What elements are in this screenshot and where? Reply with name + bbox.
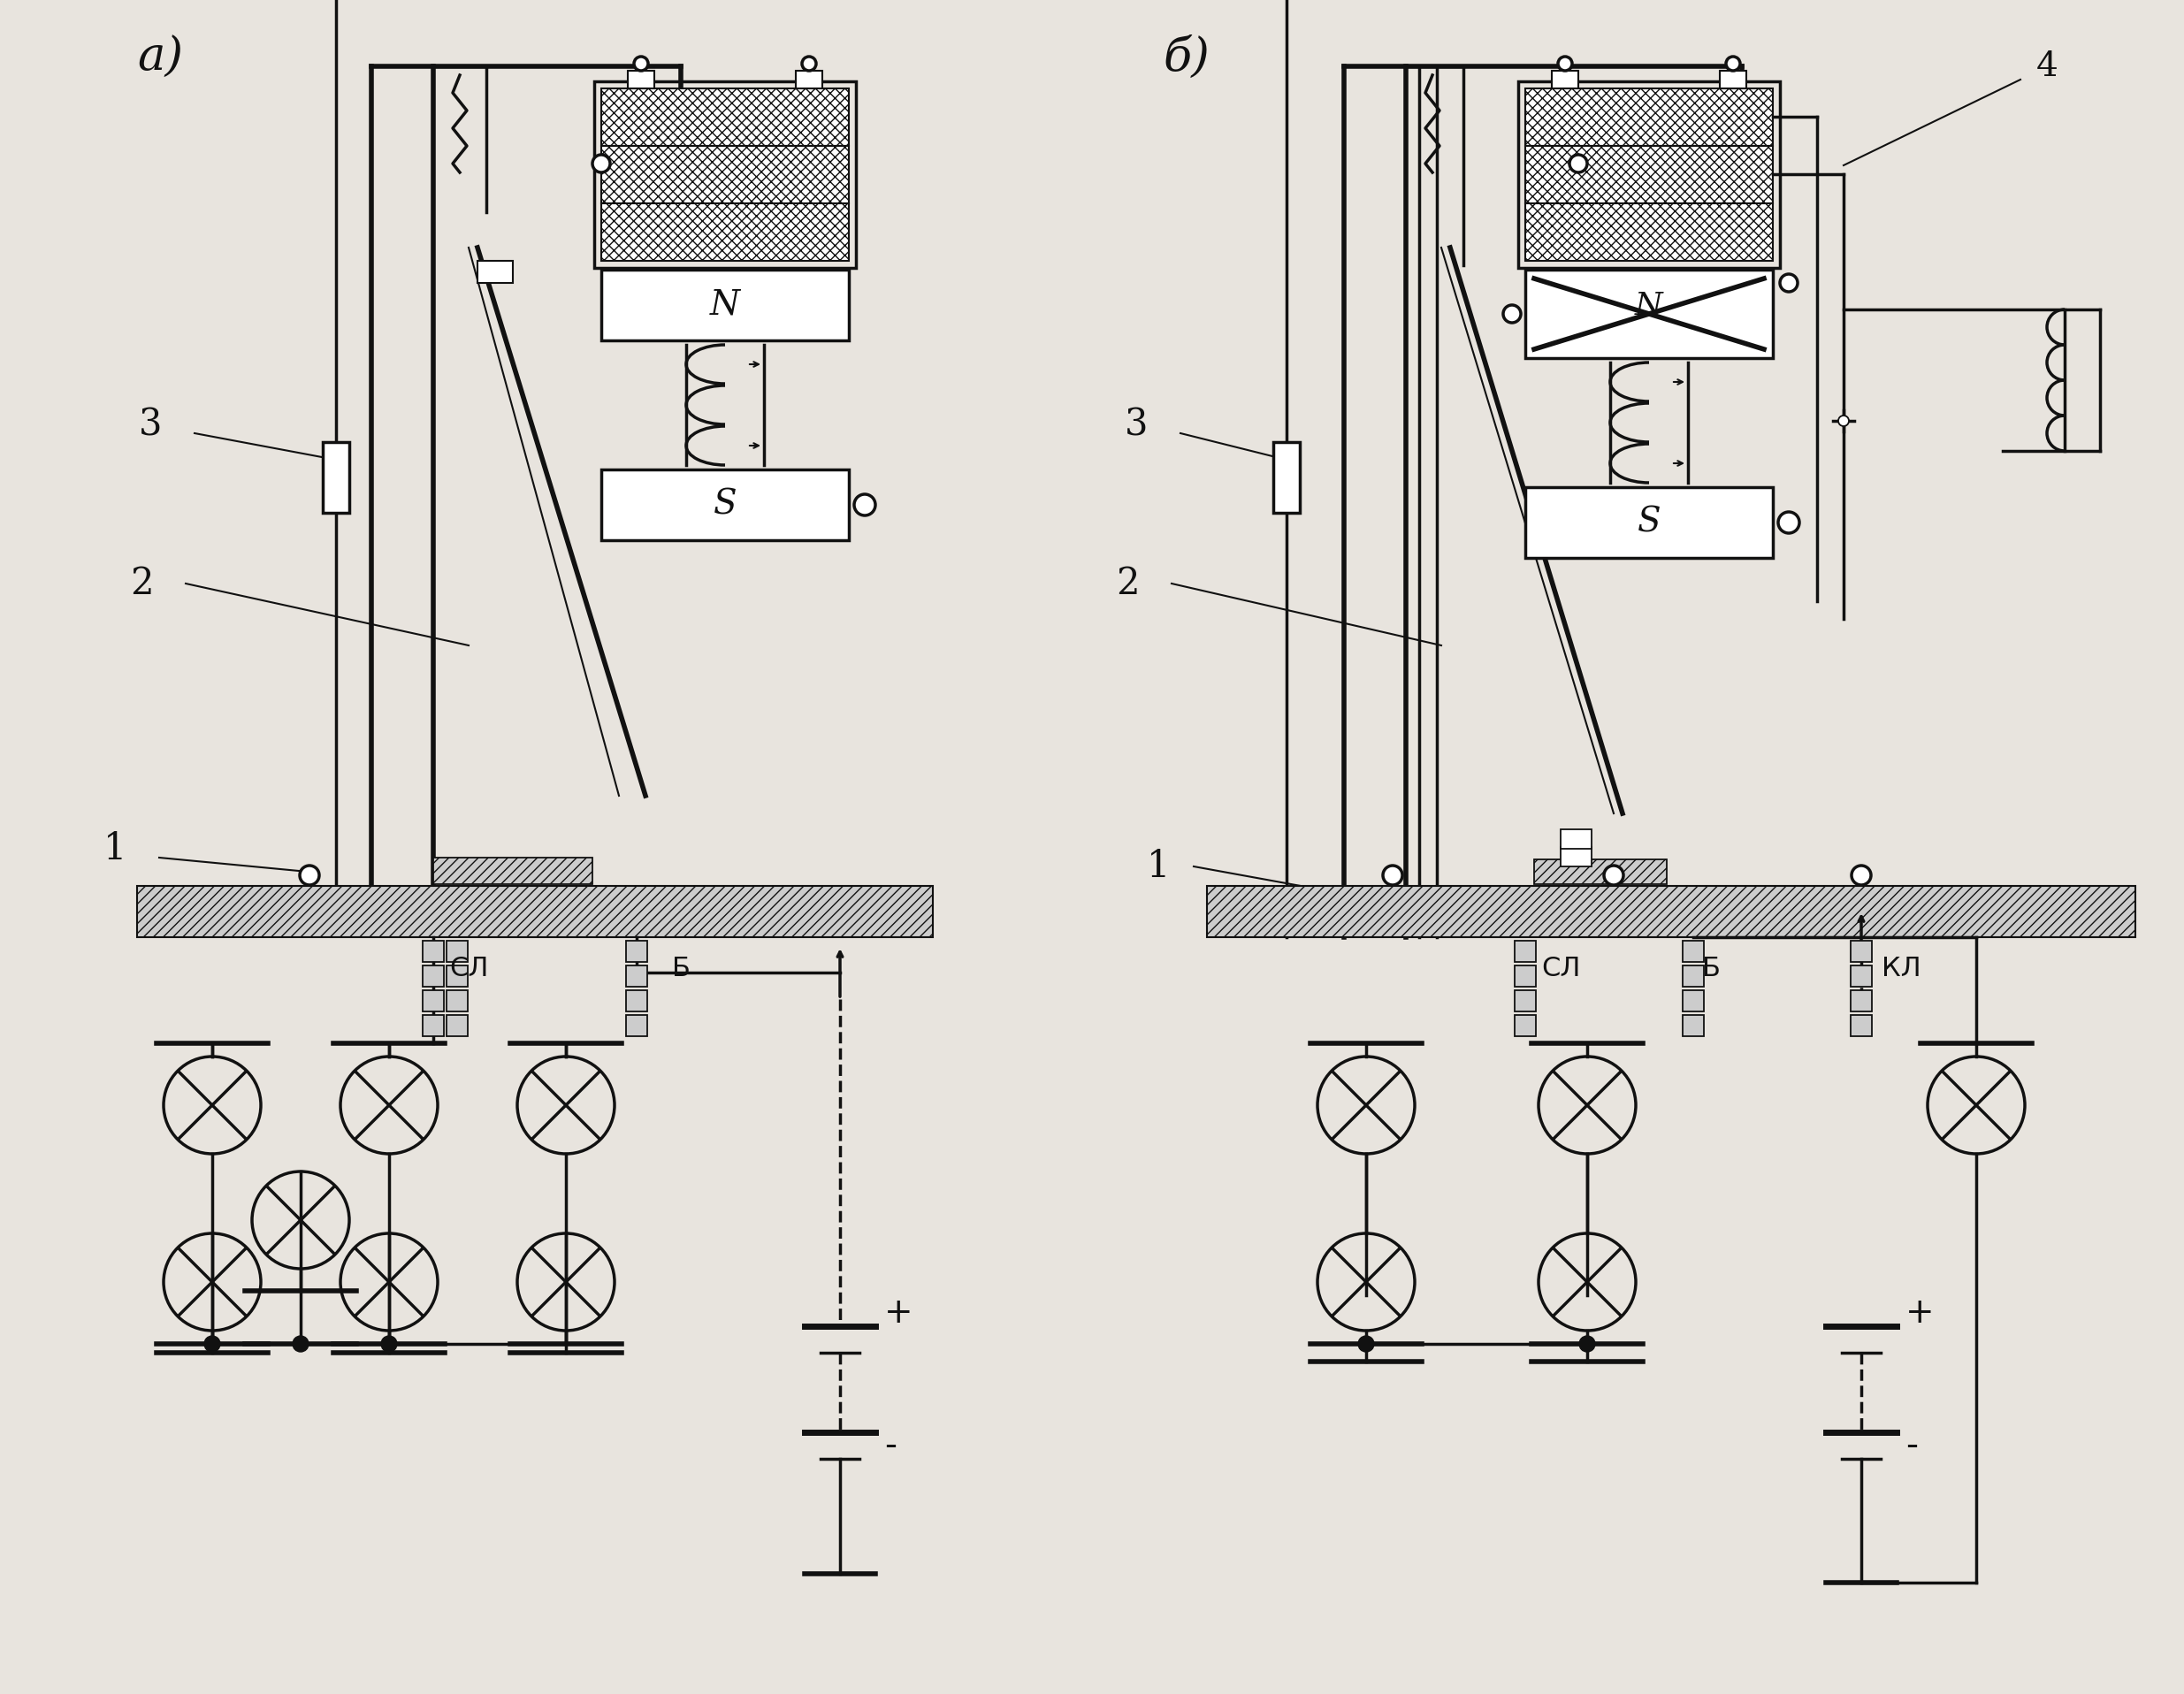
Text: 4: 4 (2035, 49, 2057, 83)
Bar (1524, 488, 1773, 557)
Bar (446, 1015, 467, 1037)
Text: -: - (1904, 1428, 1918, 1462)
Circle shape (854, 495, 876, 515)
Text: 2: 2 (1116, 566, 1140, 601)
Text: 2: 2 (129, 566, 153, 601)
Text: 1: 1 (103, 830, 127, 867)
Text: 3: 3 (1125, 407, 1149, 442)
Bar (1516, 991, 1535, 1011)
Bar (601, 469, 850, 540)
Bar (1524, 269, 1773, 357)
Text: а): а) (138, 36, 183, 80)
Bar (601, 269, 850, 340)
Text: 1: 1 (1147, 849, 1171, 884)
Circle shape (293, 1337, 308, 1352)
Text: S: S (1638, 507, 1660, 539)
Text: СЛ: СЛ (450, 955, 489, 981)
Text: Б: Б (673, 955, 690, 981)
Text: 3: 3 (138, 407, 162, 442)
Bar (1516, 1015, 1535, 1037)
Bar (1273, 442, 1299, 513)
Circle shape (1358, 1337, 1374, 1352)
Bar (1682, 966, 1704, 986)
Circle shape (299, 866, 319, 884)
Bar (424, 991, 443, 1011)
Text: СЛ: СЛ (1542, 955, 1581, 981)
Circle shape (1603, 866, 1623, 884)
Text: КЛ: КЛ (1880, 955, 1920, 981)
Bar (446, 940, 467, 962)
Circle shape (1503, 305, 1520, 324)
Bar (1562, 847, 1592, 866)
Bar (1516, 940, 1535, 962)
Circle shape (802, 56, 817, 71)
Text: -: - (885, 1428, 898, 1462)
Circle shape (633, 56, 649, 71)
Text: б): б) (1162, 36, 1210, 80)
Bar (1719, 71, 1747, 88)
Bar (1208, 886, 2136, 937)
Bar (1682, 991, 1704, 1011)
Bar (795, 71, 823, 88)
Bar (594, 81, 856, 268)
Bar (424, 966, 443, 986)
Bar (446, 991, 467, 1011)
Bar (627, 966, 646, 986)
Bar (1533, 859, 1666, 884)
Circle shape (1725, 56, 1741, 71)
Circle shape (1852, 866, 1872, 884)
Text: N: N (710, 288, 740, 322)
Bar (627, 940, 646, 962)
Bar (1524, 146, 1773, 203)
Circle shape (1778, 512, 1800, 534)
Bar (627, 991, 646, 1011)
Bar (1553, 71, 1579, 88)
Bar (601, 88, 850, 146)
Bar (1850, 940, 1872, 962)
Bar (424, 940, 443, 962)
Bar (424, 1015, 443, 1037)
Text: +: + (885, 1296, 913, 1330)
Bar (627, 71, 655, 88)
Text: S: S (714, 488, 736, 522)
Circle shape (1570, 154, 1588, 173)
Bar (1850, 966, 1872, 986)
Bar (432, 857, 592, 884)
Bar (1682, 940, 1704, 962)
Bar (1562, 830, 1592, 849)
Bar (1682, 1015, 1704, 1037)
Circle shape (380, 1337, 397, 1352)
Bar (1516, 966, 1535, 986)
Bar (1524, 203, 1773, 261)
Circle shape (592, 154, 609, 173)
Bar (1518, 81, 1780, 268)
Bar (1850, 1015, 1872, 1037)
Text: N: N (1636, 290, 1662, 320)
Bar (138, 886, 933, 937)
Bar (478, 261, 513, 283)
Circle shape (1557, 56, 1572, 71)
Bar (323, 442, 349, 513)
Circle shape (1579, 1337, 1594, 1352)
Text: +: + (1904, 1296, 1935, 1330)
Circle shape (1839, 415, 1850, 427)
Bar (601, 203, 850, 261)
Bar (446, 966, 467, 986)
Text: Б: Б (1701, 955, 1721, 981)
Bar (1524, 88, 1773, 146)
Circle shape (1382, 866, 1402, 884)
Circle shape (1780, 274, 1797, 291)
Bar (627, 1015, 646, 1037)
Bar (601, 146, 850, 203)
Circle shape (205, 1337, 221, 1352)
Bar (1850, 991, 1872, 1011)
